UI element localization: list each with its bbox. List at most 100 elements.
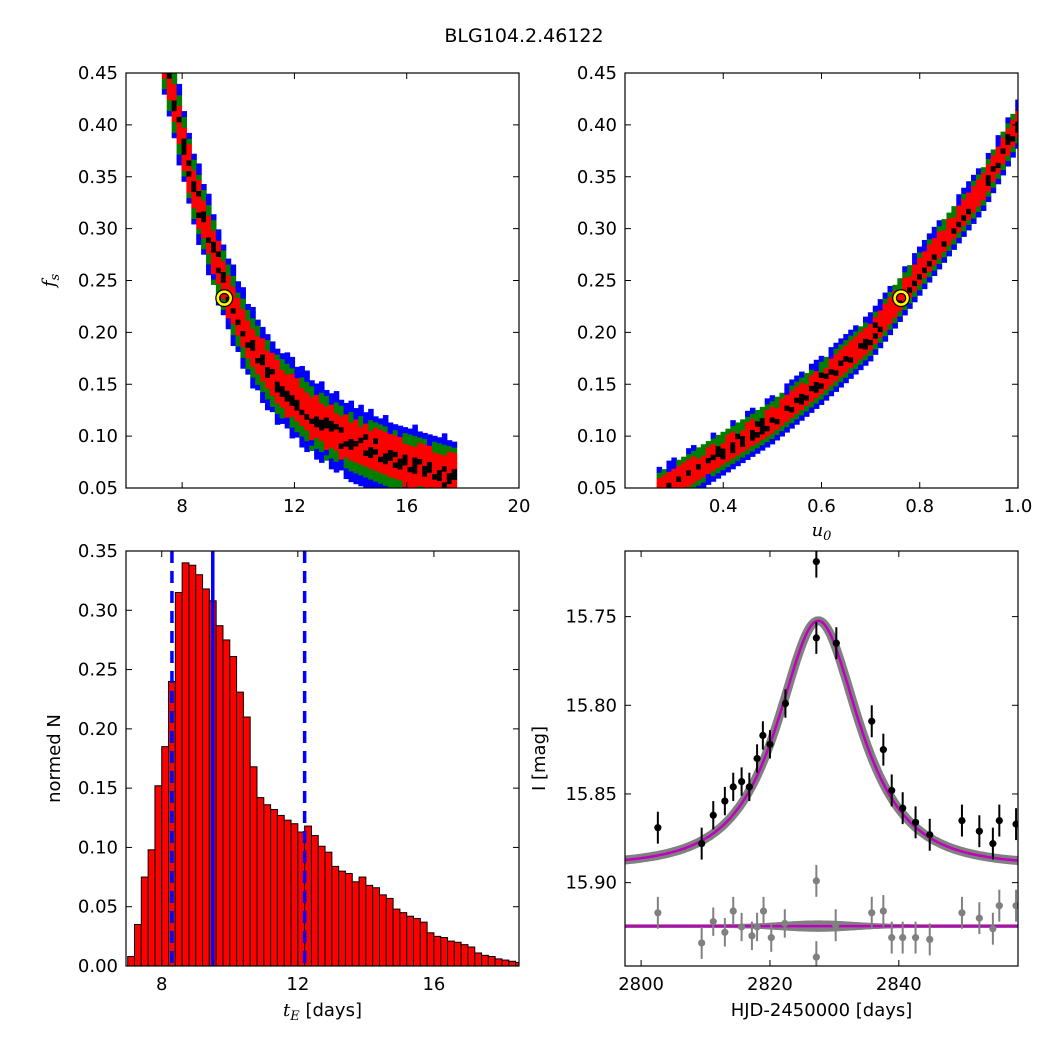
p1-cell [980, 199, 987, 206]
p0-cell [274, 364, 281, 371]
p0-cell [373, 486, 379, 488]
p0-cell [373, 470, 379, 477]
p0-cell [422, 443, 428, 450]
p1-cell [745, 443, 751, 450]
p1-cell [921, 272, 928, 279]
p1-cell [735, 427, 741, 434]
p0-cell [166, 83, 173, 90]
p1-cell [990, 181, 997, 188]
p1-cell [995, 140, 1002, 147]
p0-cell [402, 454, 409, 461]
p1-cell [956, 215, 962, 222]
p1-cell [951, 243, 957, 250]
p0-cell [309, 396, 315, 403]
residual-point [654, 909, 662, 917]
p0-cell [215, 272, 222, 279]
p0-cell [309, 401, 315, 408]
p0-cell [412, 451, 418, 458]
p1-cell [990, 165, 997, 172]
p0-cell [171, 89, 178, 96]
p1-cell [848, 367, 854, 374]
p1-cell [828, 357, 835, 364]
p1-cell [966, 202, 972, 209]
p0-cell [176, 154, 183, 161]
p0-cell [215, 261, 222, 268]
p1-cell [730, 436, 736, 443]
p0-cell [220, 282, 227, 289]
p1-cell [818, 366, 825, 373]
p1-best-fit-marker [893, 290, 909, 306]
p1-cell [916, 268, 923, 275]
p0-cell [220, 244, 227, 251]
p0-cell [260, 397, 266, 404]
p0-cell [196, 168, 202, 175]
p0-cell [196, 179, 202, 186]
p1-cell [715, 451, 722, 458]
p1-cell [1005, 155, 1011, 162]
residual-point [868, 909, 876, 917]
p0-cell [299, 371, 305, 378]
p1-cell [902, 282, 908, 289]
p1-cell [912, 290, 918, 297]
p1-cell [818, 388, 825, 395]
p0-cell [250, 323, 256, 330]
model-uncertainty-band [625, 616, 1018, 866]
p0-cell [167, 46, 173, 52]
p0-cell [304, 397, 310, 404]
p0-cell [451, 452, 458, 459]
p0-cell [210, 235, 217, 242]
p0-cell [279, 374, 286, 381]
p0-cell [323, 438, 330, 445]
p0-cell [230, 286, 237, 293]
p0-cell [432, 452, 438, 459]
p1-cell [784, 410, 790, 417]
p0-cell [333, 401, 340, 408]
p0-cell [422, 476, 428, 483]
p1-cell [838, 365, 844, 372]
p1-cell [1005, 117, 1011, 124]
p1-cell [662, 507, 668, 513]
p0-cell [348, 400, 355, 407]
p1-cell [691, 472, 697, 479]
p0-cell [353, 451, 359, 458]
hist-bar [372, 887, 380, 967]
p1-cell [735, 454, 741, 461]
p0-cell [452, 501, 458, 507]
p0-cell [235, 281, 242, 288]
p1-cell [754, 442, 761, 449]
p0-cell [447, 500, 453, 506]
p1-cell [720, 464, 727, 471]
data-point [654, 824, 662, 832]
p1-cell [1005, 149, 1011, 156]
p0-cell [373, 475, 379, 482]
p0-cell [240, 330, 246, 337]
p1-cell [828, 390, 835, 397]
p0-cell [186, 186, 192, 193]
p0-cell [432, 457, 438, 464]
p0-cell [338, 421, 345, 428]
p0-cell [274, 408, 281, 415]
p2-xlabel-rest: [days] [300, 1000, 362, 1021]
p1-cell [907, 270, 913, 277]
p1-cell [764, 403, 771, 410]
p1-cell [779, 430, 785, 437]
p0-cell [358, 447, 364, 454]
p1-cell [725, 439, 731, 446]
p1-cell [720, 469, 727, 476]
p1-cell [926, 260, 933, 267]
p0-cell [397, 452, 404, 459]
p1-cell [671, 479, 677, 486]
p0-cell [201, 232, 207, 239]
hist-bar [283, 819, 292, 967]
hist-bar [310, 835, 319, 967]
p1-cell [946, 244, 952, 251]
p1-cell [735, 460, 741, 467]
p0-cell [265, 339, 271, 346]
p0-cell [328, 447, 335, 454]
p0-cell [245, 330, 251, 337]
p0-cell [397, 458, 404, 465]
p1-cell [686, 469, 692, 476]
p1-cell [980, 183, 987, 190]
p0-cell [343, 424, 350, 431]
hist-bar [127, 956, 136, 967]
